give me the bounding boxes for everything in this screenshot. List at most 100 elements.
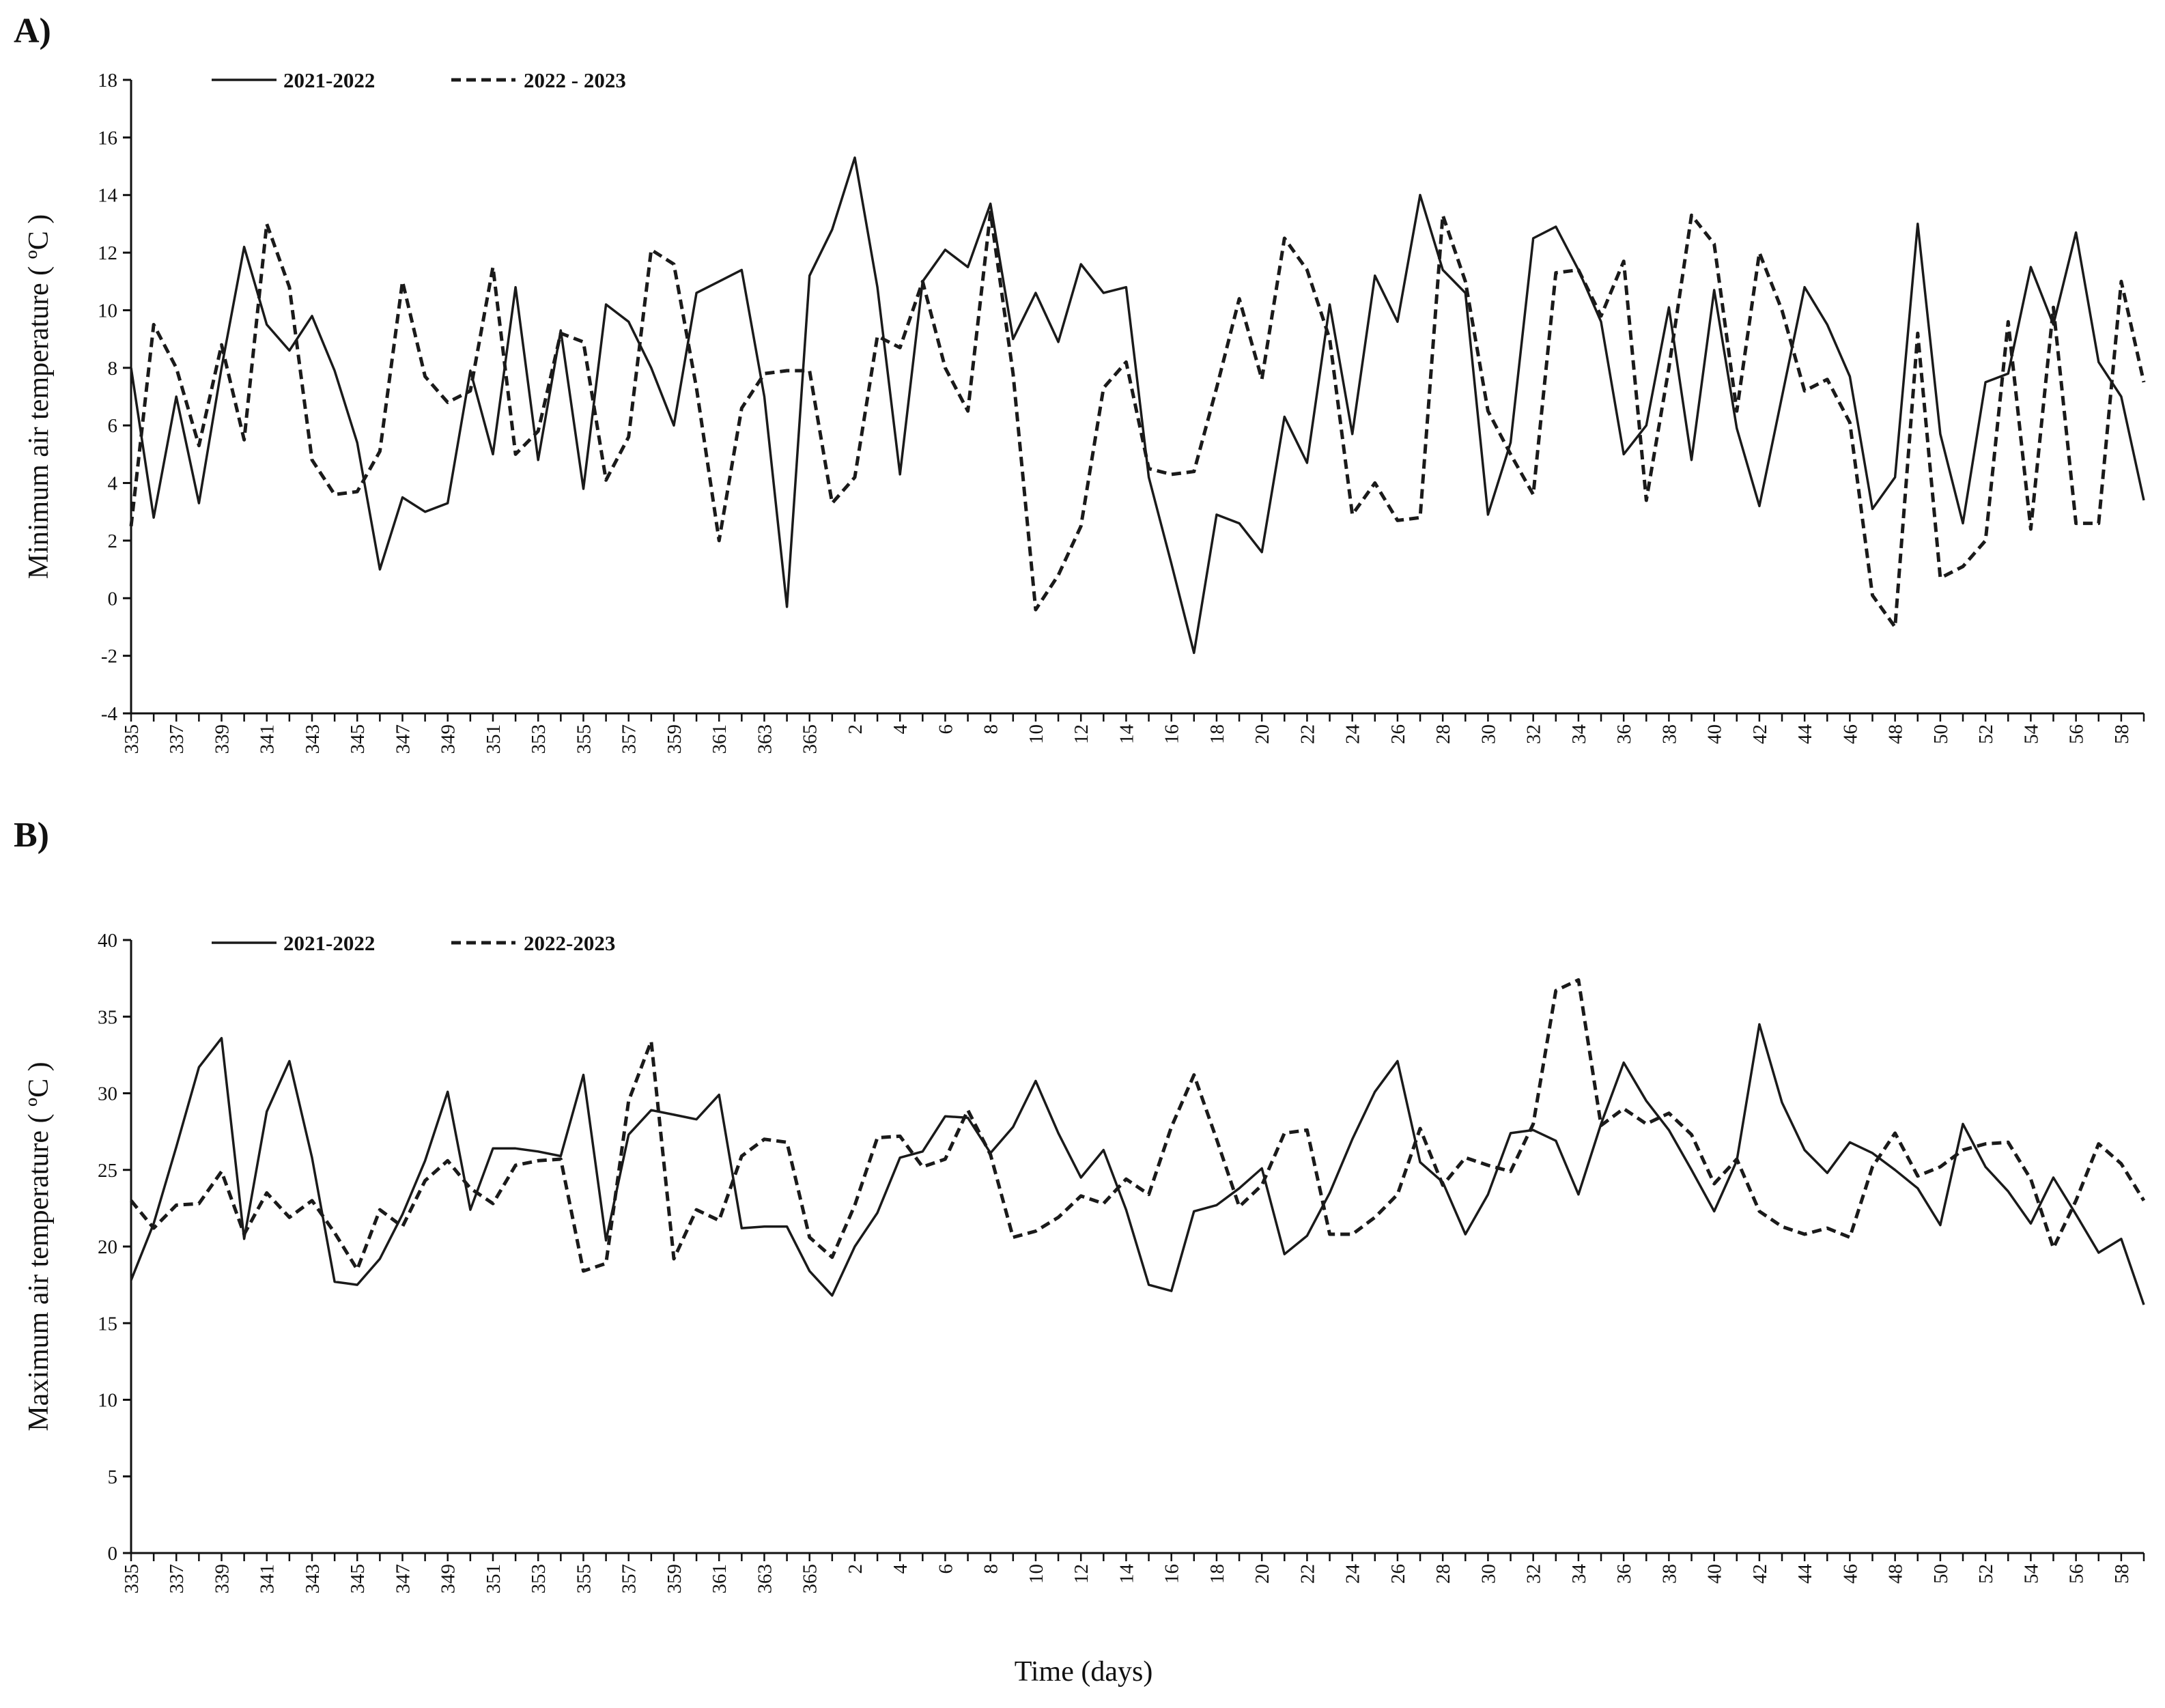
- x-tick-label: 16: [1161, 724, 1183, 744]
- x-tick-label: 14: [1116, 1564, 1137, 1584]
- y-tick-label: 35: [98, 1006, 117, 1028]
- x-tick-label: 54: [2020, 1564, 2042, 1584]
- x-tick-label: 24: [1342, 724, 1364, 745]
- x-tick-label: 345: [347, 1564, 369, 1594]
- x-tick-label: 351: [483, 1564, 505, 1594]
- x-tick-label: 4: [890, 724, 911, 735]
- series-line: [130, 1023, 2145, 1305]
- legend-label: 2021-2022: [283, 931, 375, 955]
- legend-label: 2022-2023: [524, 931, 615, 955]
- x-tick-label: 34: [1568, 1564, 1590, 1584]
- x-tick-label: 54: [2020, 724, 2042, 745]
- x-tick-label: 353: [528, 724, 550, 754]
- x-tick-label: 26: [1387, 724, 1409, 744]
- x-tick-label: 345: [347, 724, 369, 754]
- x-tick-label: 359: [664, 724, 685, 754]
- x-tick-label: 355: [573, 1564, 595, 1594]
- x-tick-label: 34: [1568, 724, 1590, 745]
- x-tick-label: 2: [845, 724, 866, 735]
- x-tick-label: 357: [619, 724, 640, 754]
- x-tick-label: 22: [1297, 724, 1318, 744]
- x-tick-label: 46: [1839, 724, 1861, 744]
- x-tick-label: 56: [2066, 724, 2088, 744]
- x-tick-label: 347: [392, 1564, 414, 1594]
- y-axis-label: Maximum air temperature ( ºC ): [23, 1062, 55, 1431]
- y-tick-label: 10: [98, 1390, 117, 1412]
- x-tick-label: 349: [438, 1564, 459, 1594]
- x-tick-label: 58: [2111, 1564, 2133, 1584]
- x-tick-label: 337: [166, 1564, 188, 1594]
- x-tick-label: 357: [619, 1564, 640, 1594]
- x-tick-label: 36: [1613, 724, 1635, 744]
- x-tick-label: 56: [2066, 1564, 2088, 1584]
- series-line: [130, 978, 2146, 1273]
- x-tick-label: 16: [1161, 1564, 1183, 1584]
- x-tick-label: 359: [664, 1564, 685, 1594]
- x-tick-label: 20: [1251, 1564, 1273, 1584]
- x-tick-label: 335: [121, 1564, 143, 1594]
- x-tick-label: 18: [1206, 724, 1228, 744]
- x-tick-label: 10: [1025, 724, 1047, 744]
- x-tick-label: 32: [1523, 724, 1545, 744]
- y-tick-label: 0: [108, 588, 118, 610]
- y-tick-label: 30: [98, 1083, 117, 1105]
- x-tick-label: 343: [302, 1564, 324, 1594]
- x-tick-label: 4: [890, 1564, 911, 1574]
- x-tick-label: 52: [1975, 1564, 1997, 1584]
- x-tick-label: 52: [1975, 724, 1997, 744]
- x-axis-label: Time (days): [1015, 1656, 1153, 1688]
- x-tick-label: 12: [1071, 724, 1092, 744]
- y-tick-label: 25: [98, 1160, 117, 1182]
- x-tick-label: 28: [1432, 1564, 1454, 1584]
- x-tick-label: 347: [392, 724, 414, 754]
- x-tick-label: 361: [709, 724, 731, 754]
- y-tick-label: 15: [98, 1313, 117, 1335]
- x-tick-label: 337: [166, 724, 188, 754]
- x-tick-label: 20: [1251, 724, 1273, 744]
- x-tick-label: 30: [1477, 1564, 1499, 1584]
- x-tick-label: 38: [1658, 724, 1680, 744]
- x-tick-label: 8: [980, 724, 1002, 735]
- y-tick-label: 10: [98, 300, 117, 322]
- x-tick-label: 50: [1930, 724, 1952, 744]
- x-tick-label: 8: [980, 1564, 1002, 1574]
- y-tick-label: 5: [108, 1466, 118, 1488]
- x-tick-label: 22: [1297, 1564, 1318, 1584]
- x-tick-label: 40: [1704, 724, 1726, 744]
- x-tick-label: 6: [935, 724, 957, 735]
- x-tick-label: 353: [528, 1564, 550, 1594]
- x-tick-label: 50: [1930, 1564, 1952, 1584]
- x-tick-label: 343: [302, 724, 324, 754]
- legend-label: 2021-2022: [283, 68, 375, 92]
- y-tick-label: 4: [108, 473, 118, 495]
- x-tick-label: 42: [1749, 724, 1771, 744]
- x-tick-label: 46: [1839, 1564, 1861, 1584]
- x-tick-label: 18: [1206, 1564, 1228, 1584]
- y-tick-label: 8: [108, 358, 118, 380]
- series-line: [129, 210, 2146, 629]
- y-tick-label: 6: [108, 415, 118, 437]
- x-tick-label: 26: [1387, 1564, 1409, 1584]
- x-tick-label: 339: [211, 1564, 233, 1594]
- x-tick-label: 12: [1071, 1564, 1092, 1584]
- x-tick-label: 24: [1342, 1564, 1364, 1584]
- x-tick-label: 48: [1885, 724, 1907, 744]
- x-tick-label: 42: [1749, 1564, 1771, 1584]
- x-tick-label: 2: [845, 1564, 866, 1574]
- x-tick-label: 10: [1025, 1564, 1047, 1584]
- x-tick-label: 335: [121, 724, 143, 754]
- x-tick-label: 30: [1477, 724, 1499, 744]
- x-tick-label: 341: [257, 1564, 279, 1594]
- x-tick-label: 48: [1885, 1564, 1907, 1584]
- x-tick-label: 32: [1523, 1564, 1545, 1584]
- y-tick-label: 16: [98, 127, 117, 149]
- x-tick-label: 351: [483, 724, 505, 754]
- x-tick-label: 363: [754, 724, 776, 754]
- x-tick-label: 6: [935, 1564, 957, 1574]
- x-tick-label: 36: [1613, 1564, 1635, 1584]
- x-tick-label: 365: [800, 1564, 821, 1594]
- x-tick-label: 361: [709, 1564, 731, 1594]
- x-tick-label: 349: [438, 724, 459, 754]
